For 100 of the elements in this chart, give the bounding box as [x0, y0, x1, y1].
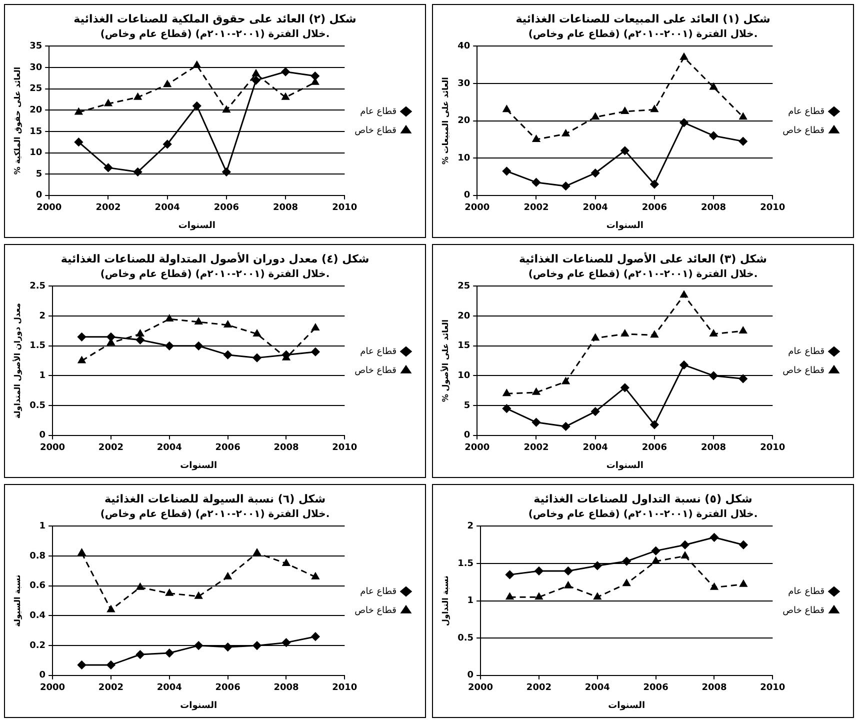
x-tick-label: 2006 — [643, 683, 668, 694]
y-tick-label: 25 — [458, 282, 470, 292]
y-tick-label: 1 — [39, 522, 46, 532]
y-tick-label: 0 — [464, 190, 470, 201]
x-tick-label: 2004 — [156, 443, 182, 454]
x-tick-label: 2006 — [214, 203, 239, 214]
x-axis-title: السنوات — [180, 700, 218, 711]
y-tick-label: 0 — [36, 190, 42, 201]
x-tick-label: 2010 — [760, 203, 786, 214]
y-tick-label: 20 — [458, 116, 470, 126]
x-tick-label: 2006 — [642, 203, 667, 214]
legend-label: قطاع عام — [788, 586, 824, 597]
y-axis-title: نسبة التداول — [440, 576, 450, 626]
x-tick-label: 2008 — [701, 203, 726, 214]
legend-label: قطاع خاص — [782, 366, 824, 376]
y-tick-label: 0 — [467, 670, 474, 681]
chart-subtitle: (قطاع عام وخاص) خلال الفترة (٢٠٠١-٢٠١٠م). — [528, 28, 758, 40]
chart-subtitle: (قطاع عام وخاص) خلال الفترة (٢٠٠١-٢٠١٠م). — [528, 508, 758, 520]
legend-label: قطاع عام — [360, 346, 396, 357]
y-tick-label: 40 — [458, 42, 470, 52]
y-tick-label: 0 — [39, 670, 46, 681]
chart-title: شكل (٢) العائد على حقوق الملكية للصناعات الغذائية — [74, 12, 356, 26]
x-tick-label: 2002 — [98, 443, 124, 454]
x-axis-title: السنوات — [606, 220, 644, 231]
y-tick-label: 0 — [464, 430, 470, 441]
chart-title: شكل (٣) العائد على الأصول للصناعات الغذائية — [519, 251, 767, 266]
legend-label: قطاع عام — [360, 586, 396, 597]
x-tick-label: 2006 — [215, 683, 240, 694]
chart-subtitle: (قطاع عام وخاص) خلال الفترة (٢٠٠١-٢٠١٠م). — [528, 268, 758, 280]
y-tick-label: 2.5 — [30, 282, 46, 292]
legend-label: قطاع عام — [360, 106, 396, 117]
chart-subtitle: (قطاع عام وخاص) خلال الفترة (٢٠٠١-٢٠١٠م). — [100, 268, 330, 280]
y-axis-title: نسبة السيولة — [12, 574, 22, 627]
y-tick-label: 35 — [30, 42, 42, 52]
y-tick-label: 0.5 — [458, 633, 474, 644]
y-axis-title: معدل دوران الأصول المتداولة — [12, 302, 22, 419]
y-tick-label: 1 — [39, 371, 46, 382]
x-tick-label: 2000 — [36, 203, 62, 214]
y-tick-label: 1.5 — [458, 558, 474, 569]
legend-label: قطاع عام — [788, 346, 824, 357]
legend-label: قطاع خاص — [782, 606, 824, 616]
y-tick-label: 15 — [458, 341, 470, 352]
x-tick-label: 2006 — [215, 443, 240, 454]
y-tick-label: 20 — [458, 311, 470, 322]
x-tick-label: 2010 — [332, 203, 358, 214]
x-axis-title: السنوات — [608, 700, 646, 711]
y-tick-label: 0.5 — [30, 400, 46, 411]
y-axis-title: % العائد على المبيعات — [440, 76, 450, 164]
y-tick-label: 2 — [39, 311, 46, 322]
y-axis-title: % العائد على الأصول — [440, 319, 450, 402]
y-tick-label: 0.8 — [30, 551, 46, 562]
y-tick-label: 1 — [467, 596, 474, 606]
y-tick-label: 1.5 — [30, 341, 46, 352]
x-tick-label: 2008 — [273, 203, 298, 214]
y-tick-label: 0.6 — [30, 581, 46, 592]
x-tick-label: 2010 — [332, 443, 358, 454]
y-axis-title: % العائد على حقوق الملكية — [12, 66, 22, 175]
x-tick-label: 2004 — [582, 443, 608, 454]
y-tick-label: 20 — [30, 105, 42, 116]
y-tick-label: 25 — [30, 84, 42, 94]
chart-title: شكل (٦) نسبة السيولة للصناعات الغذائية — [104, 492, 326, 506]
legend-label: قطاع خاص — [354, 366, 396, 376]
x-tick-label: 2000 — [468, 683, 494, 694]
y-tick-label: 0.2 — [30, 640, 46, 651]
y-tick-label: 10 — [458, 153, 470, 164]
x-tick-label: 2002 — [96, 203, 121, 214]
x-tick-label: 2008 — [701, 443, 726, 454]
y-tick-label: 30 — [30, 62, 42, 73]
x-axis-title: السنوات — [606, 460, 644, 471]
x-tick-label: 2004 — [582, 203, 608, 214]
x-tick-label: 2002 — [526, 683, 552, 694]
x-tick-label: 2000 — [40, 683, 66, 694]
chart-subtitle: (قطاع عام وخاص) خلال الفترة (٢٠٠١-٢٠١٠م). — [100, 28, 330, 40]
y-tick-label: 0.4 — [30, 611, 46, 622]
x-tick-label: 2008 — [702, 683, 727, 694]
y-tick-label: 10 — [30, 148, 42, 158]
y-tick-label: 2 — [467, 522, 474, 532]
y-tick-label: 5 — [36, 169, 42, 180]
legend-label: قطاع خاص — [354, 606, 396, 616]
legend-label: قطاع خاص — [354, 126, 396, 136]
x-tick-label: 2004 — [584, 683, 610, 694]
chart-title: شكل (٤) معدل دوران الأصول المتداولة للصناعات الغذائية — [60, 251, 370, 266]
x-tick-label: 2006 — [642, 443, 667, 454]
x-tick-label: 2010 — [332, 683, 358, 694]
chart-title: شكل (٥) نسبة التداول للصناعات الغذائية — [534, 492, 752, 506]
x-tick-label: 2002 — [98, 683, 124, 694]
legend-label: قطاع عام — [788, 106, 824, 117]
chart-title: شكل (١) العائد على المبيعات للصناعات الغذائية — [516, 12, 770, 26]
x-tick-label: 2000 — [464, 443, 490, 454]
y-tick-label: 30 — [458, 78, 470, 89]
x-tick-label: 2000 — [464, 203, 490, 214]
y-tick-label: 5 — [464, 400, 470, 411]
x-tick-label: 2008 — [274, 443, 299, 454]
x-tick-label: 2008 — [274, 683, 299, 694]
x-axis-title: السنوات — [180, 460, 218, 471]
chart-subtitle: (قطاع عام وخاص) خلال الفترة (٢٠٠١-٢٠١٠م). — [100, 508, 330, 520]
x-tick-label: 2004 — [156, 683, 182, 694]
y-tick-label: 15 — [30, 126, 42, 137]
y-tick-label: 10 — [458, 371, 470, 382]
x-tick-label: 2010 — [760, 443, 786, 454]
